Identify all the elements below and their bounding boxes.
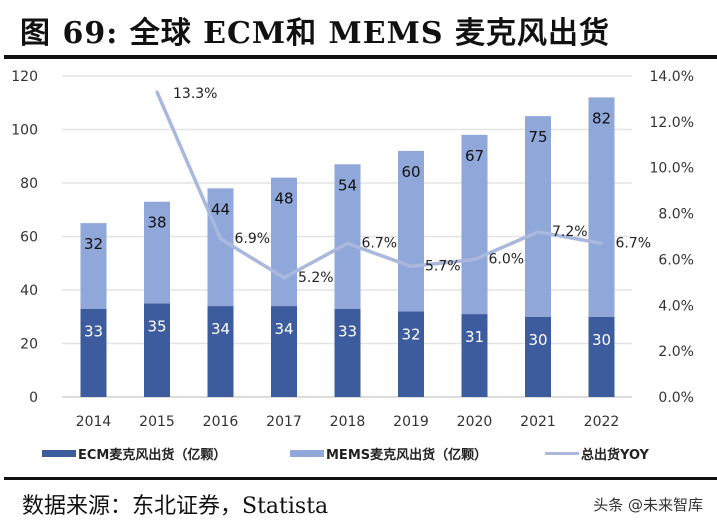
y2-tick-label: 12.0% — [650, 115, 694, 131]
data-label-mems: 60 — [401, 163, 420, 181]
yoy-data-label: 5.2% — [298, 270, 334, 286]
bar-mems — [588, 97, 615, 317]
watermark: 头条 @未来智库 — [593, 496, 703, 514]
legend-mems: MEMS麦克风出货（亿颗） — [290, 444, 487, 463]
yoy-data-label: 6.9% — [235, 231, 271, 247]
x-tick-label: 2016 — [203, 414, 239, 430]
data-label-ecm: 35 — [147, 317, 166, 335]
bar-ecm — [334, 308, 361, 397]
data-label-mems: 32 — [84, 235, 103, 253]
data-label-ecm: 33 — [84, 323, 103, 341]
y-tick-label: 20 — [20, 337, 38, 353]
y-tick-label: 80 — [20, 176, 38, 192]
legend-yoy: 总出货YOY — [545, 444, 649, 463]
data-label-mems: 75 — [528, 128, 547, 146]
figure-title: 图 69: 全球 ECM和 MEMS 麦克风出货 — [20, 16, 610, 51]
data-label-ecm: 31 — [465, 328, 484, 346]
y-tick-label: 0 — [29, 390, 38, 406]
title-rule — [4, 55, 717, 59]
y-tick-label: 120 — [11, 69, 38, 85]
bar-ecm — [144, 303, 170, 397]
yoy-data-label: 6.7% — [362, 235, 398, 251]
bar-mems — [271, 177, 297, 307]
bottom-rule — [4, 477, 717, 480]
legend-label-ecm: ECM麦克风出货（亿颗） — [78, 448, 227, 463]
yoy-data-label: 13.3% — [173, 86, 217, 102]
data-label-mems: 44 — [211, 200, 230, 218]
y-tick-label: 60 — [20, 230, 38, 246]
legend-swatch-ecm — [42, 450, 76, 457]
legend-swatch-yoy — [545, 452, 579, 455]
legend-ecm: ECM麦克风出货（亿颗） — [42, 444, 226, 463]
yoy-point — [282, 276, 286, 280]
y2-tick-label: 6.0% — [658, 252, 694, 268]
legend-swatch-mems — [290, 450, 324, 457]
x-tick-label: 2021 — [520, 414, 556, 430]
data-label-ecm: 34 — [211, 320, 230, 338]
bar-ecm — [525, 316, 551, 397]
bar-mems — [334, 164, 361, 309]
bar-ecm — [207, 306, 234, 397]
y2-tick-label: 14.0% — [650, 69, 694, 85]
x-tick-label: 2022 — [584, 414, 620, 430]
y-tick-label: 40 — [20, 283, 38, 299]
bar-mems — [207, 188, 234, 307]
y2-tick-label: 2.0% — [658, 344, 694, 360]
x-tick-label: 2018 — [330, 414, 366, 430]
data-label-ecm: 32 — [401, 325, 420, 343]
data-label-ecm: 34 — [274, 320, 293, 338]
yoy-data-label: 5.7% — [425, 258, 461, 274]
yoy-point — [346, 241, 349, 245]
data-label-ecm: 30 — [592, 331, 611, 349]
y2-tick-label: 8.0% — [658, 207, 694, 223]
y-tick-label: 100 — [11, 123, 38, 139]
bar-mems — [525, 116, 551, 317]
x-tick-label: 2015 — [139, 414, 175, 430]
bar-mems — [144, 201, 170, 304]
data-label-mems: 48 — [274, 190, 293, 208]
bar-ecm — [271, 306, 297, 397]
bar-ecm — [398, 311, 424, 397]
yoy-point — [155, 90, 159, 94]
bar-ecm — [80, 308, 107, 397]
chart: 0 20 40 60 80 100 120 0.0% 2.0% 4.0% 6.0% 8.0% 10.0%… — [11, 69, 694, 430]
yoy-data-label: 7.2% — [552, 224, 588, 240]
yoy-point — [409, 264, 413, 268]
x-tick-label: 2020 — [457, 414, 493, 430]
data-label-ecm: 30 — [528, 331, 547, 349]
x-tick-label: 2019 — [393, 414, 429, 430]
y2-tick-label: 4.0% — [658, 298, 694, 314]
yoy-point — [600, 241, 603, 245]
legend-label-yoy: 总出货YOY — [581, 448, 649, 463]
yoy-point — [219, 237, 222, 241]
source-note: 数据来源：东北证券，Statista — [22, 494, 329, 519]
yoy-point — [536, 230, 540, 234]
y2-tick-label: 10.0% — [650, 161, 694, 177]
yoy-data-label: 6.7% — [616, 235, 652, 251]
data-label-mems: 54 — [338, 176, 357, 194]
yoy-point — [473, 257, 476, 261]
bar-ecm — [461, 314, 488, 397]
legend-label-mems: MEMS麦克风出货（亿颗） — [326, 448, 488, 463]
data-label-ecm: 33 — [338, 323, 357, 341]
x-tick-label: 2017 — [266, 414, 302, 430]
yoy-data-label: 6.0% — [489, 251, 525, 267]
data-label-mems: 67 — [465, 147, 484, 165]
data-label-mems: 82 — [592, 109, 611, 127]
y2-tick-label: 0.0% — [658, 390, 694, 406]
bar-mems — [461, 134, 488, 315]
x-tick-label: 2014 — [76, 414, 112, 430]
bar-mems — [80, 223, 107, 309]
data-label-mems: 38 — [147, 214, 166, 232]
bar-mems — [398, 150, 424, 312]
bar-ecm — [588, 316, 615, 397]
yoy-line — [155, 91, 602, 280]
